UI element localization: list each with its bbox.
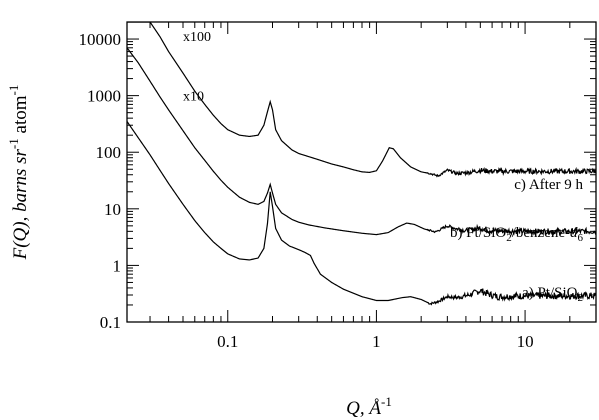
- series-line-a: [127, 121, 596, 306]
- y-tick-label: 1: [113, 256, 122, 275]
- x-tick-label: 1: [372, 332, 381, 351]
- annotation-b: b) Pt/SiO2/benzene-d6: [450, 225, 584, 244]
- multiplier-label: x100: [183, 30, 211, 45]
- x-tick-label: 10: [517, 332, 534, 351]
- plot-area: [127, 22, 596, 306]
- y-tick-label: 10: [104, 200, 121, 219]
- series-line-b: [127, 47, 596, 237]
- series-line-c: [127, 22, 596, 178]
- tick-labels: 0.1 1 10 0.1 1 10 100 1000 10000 x100 x10: [79, 30, 534, 351]
- x-tick-label: 0.1: [217, 332, 238, 351]
- y-tick-label: 1000: [87, 87, 121, 106]
- y-tick-label: 0.1: [100, 313, 121, 332]
- axis-ticks: [127, 21, 597, 323]
- y-axis-label: F(Q), barns sr-1 atom-1: [6, 85, 31, 261]
- y-tick-label: 100: [96, 143, 122, 162]
- y-tick-label: 10000: [79, 30, 122, 49]
- annotation-a: a) Pt/SiO2: [522, 285, 583, 304]
- annotation-c: c) After 9 h: [514, 177, 583, 193]
- multiplier-label: x10: [183, 90, 204, 105]
- x-axis-label: Q, Å-1: [346, 394, 392, 419]
